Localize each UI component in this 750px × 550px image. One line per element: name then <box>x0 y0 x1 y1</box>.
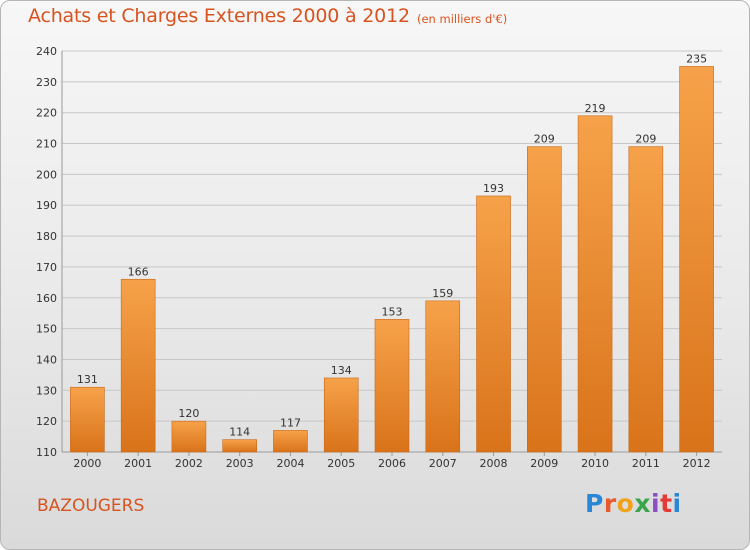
logo-letter: t <box>660 489 673 518</box>
y-tick-label: 200 <box>36 168 57 181</box>
y-tick-label: 220 <box>36 107 57 120</box>
value-label: 209 <box>635 133 656 146</box>
logo-letter: o <box>616 489 635 518</box>
bar-2007 <box>425 300 461 453</box>
bar-2003 <box>222 439 257 453</box>
x-tick-label: 2002 <box>175 457 203 470</box>
y-tick-label: 210 <box>36 138 57 151</box>
logo-letter: r <box>603 489 617 518</box>
value-label: 131 <box>77 373 98 386</box>
x-tick-label: 2003 <box>226 457 254 470</box>
y-tick-label: 160 <box>36 292 57 305</box>
value-label: 166 <box>128 265 149 278</box>
logo-letter: i <box>651 489 661 518</box>
data-labels: 131 166 120 114 117 134 153 159 193 209 219 209 235 <box>77 52 707 438</box>
bar-2000 <box>70 386 105 453</box>
y-tick-label: 170 <box>36 261 57 274</box>
value-label: 193 <box>483 182 504 195</box>
x-tick-label: 2011 <box>632 457 660 470</box>
proxiti-logo: Proxiti <box>585 489 682 518</box>
bars <box>70 66 714 453</box>
y-tick-label: 140 <box>36 353 57 366</box>
axes: 110 120 130 140 150 160 170 180 190 200 210 220 230 2… <box>36 45 722 470</box>
bar-2012 <box>679 66 714 453</box>
chart-title: Achats et Charges Externes 2000 à 2012 <box>28 5 410 27</box>
bar-2009 <box>527 146 562 453</box>
bar-2006 <box>374 319 410 453</box>
x-tick-label: 2009 <box>530 457 558 470</box>
bar-2008 <box>476 195 511 453</box>
value-label: 159 <box>432 287 453 300</box>
logo-letter: x <box>634 489 651 518</box>
value-label: 235 <box>686 52 707 65</box>
x-tick-label: 2012 <box>683 457 711 470</box>
bar-2004 <box>273 430 308 453</box>
bar-2011 <box>628 146 664 453</box>
value-label: 114 <box>229 426 250 439</box>
value-label: 209 <box>534 133 555 146</box>
y-tick-label: 190 <box>36 199 57 212</box>
y-tick-label: 130 <box>36 384 57 397</box>
chart-subtitle: (en milliers d'€) <box>417 12 508 26</box>
x-tick-label: 2007 <box>429 457 457 470</box>
value-label: 219 <box>585 102 606 115</box>
bar-2005 <box>323 377 359 453</box>
value-label: 120 <box>178 407 199 420</box>
x-tick-label: 2005 <box>327 457 355 470</box>
x-tick-label: 2000 <box>73 457 101 470</box>
value-label: 153 <box>382 305 403 318</box>
x-tick-label: 2008 <box>480 457 508 470</box>
y-tick-label: 180 <box>36 230 57 243</box>
bar-2001 <box>120 278 156 453</box>
y-tick-label: 240 <box>36 45 57 58</box>
x-tick-label: 2010 <box>581 457 609 470</box>
bar-2002 <box>171 420 207 453</box>
x-tick-label: 2006 <box>378 457 406 470</box>
bar-2010 <box>577 115 613 453</box>
commune-name: BAZOUGERS <box>37 496 145 516</box>
y-tick-label: 150 <box>36 323 57 336</box>
y-tick-label: 110 <box>36 446 57 459</box>
y-tick-label: 230 <box>36 76 57 89</box>
value-label: 134 <box>331 364 352 377</box>
x-tick-label: 2004 <box>276 457 304 470</box>
logo-letter: i <box>672 489 682 518</box>
logo-letter: P <box>585 489 604 518</box>
x-tick-label: 2001 <box>124 457 152 470</box>
value-label: 117 <box>280 416 301 429</box>
y-tick-label: 120 <box>36 415 57 428</box>
